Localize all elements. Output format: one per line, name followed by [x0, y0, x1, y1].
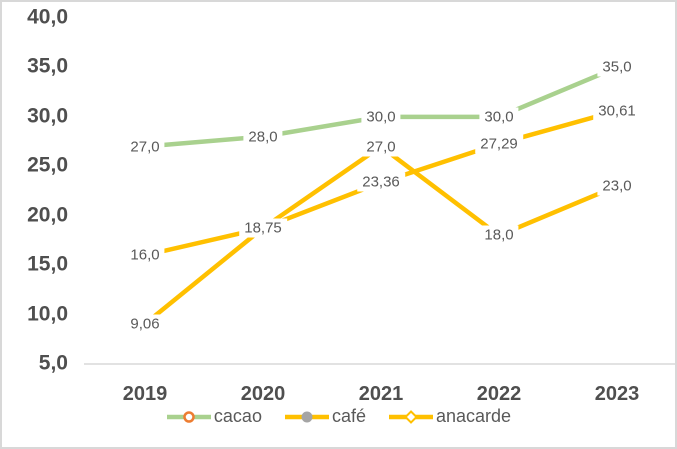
- legend-label-anacarde: anacarde: [436, 406, 512, 426]
- y-axis-tick-label: 20,0: [27, 203, 68, 227]
- legend-label-café: café: [331, 406, 366, 426]
- data-label-cacao-2023: 35,0: [597, 57, 637, 77]
- data-label-café-2021: 23,36: [357, 172, 405, 192]
- anacarde-legend-marker-icon: [389, 409, 433, 424]
- y-axis-tick-label: 10,0: [27, 302, 68, 326]
- data-label-anacarde-2023: 23,0: [597, 176, 637, 196]
- legend: cacao café anacarde: [2, 406, 675, 427]
- data-label-café-2020: 18,75: [239, 218, 287, 238]
- x-axis-tick-label: 2023: [594, 383, 640, 405]
- data-label-café-2023: 30,61: [593, 101, 641, 121]
- x-axis-tick-label: 2020: [240, 383, 286, 405]
- x-axis-tick-label: 2021: [358, 383, 404, 405]
- y-axis-tick-label: 5,0: [38, 351, 68, 375]
- y-axis-tick-label: 25,0: [27, 153, 68, 177]
- y-axis-tick-label: 30,0: [27, 104, 68, 128]
- data-label-café-2022: 27,29: [475, 134, 523, 154]
- data-label-café-2019: 16,0: [125, 245, 165, 265]
- legend-item-anacarde: anacarde: [388, 406, 511, 427]
- y-axis-tick-label: 40,0: [27, 5, 68, 29]
- data-label-cacao-2020: 28,0: [243, 127, 283, 147]
- cacao-legend-marker-icon: [166, 410, 211, 423]
- data-label-cacao-2019: 27,0: [125, 137, 165, 156]
- legend-label-cacao: cacao: [213, 406, 262, 426]
- x-axis-tick-label: 2019: [122, 383, 168, 405]
- data-label-cacao-2021: 30,0: [361, 107, 401, 127]
- data-label-anacarde-2019: 9,06: [125, 314, 165, 334]
- legend-item-cacao: cacao: [166, 406, 262, 427]
- legend-item-café: café: [284, 406, 366, 427]
- y-axis-tick-label: 35,0: [27, 54, 68, 78]
- café-legend-marker-icon: [284, 411, 329, 422]
- x-axis-tick-label: 2022: [476, 383, 522, 405]
- data-label-anacarde-2022: 18,0: [479, 225, 519, 245]
- data-label-anacarde-2021: 27,0: [361, 137, 401, 156]
- data-label-cacao-2022: 30,0: [479, 107, 519, 127]
- y-axis-tick-label: 15,0: [27, 252, 68, 276]
